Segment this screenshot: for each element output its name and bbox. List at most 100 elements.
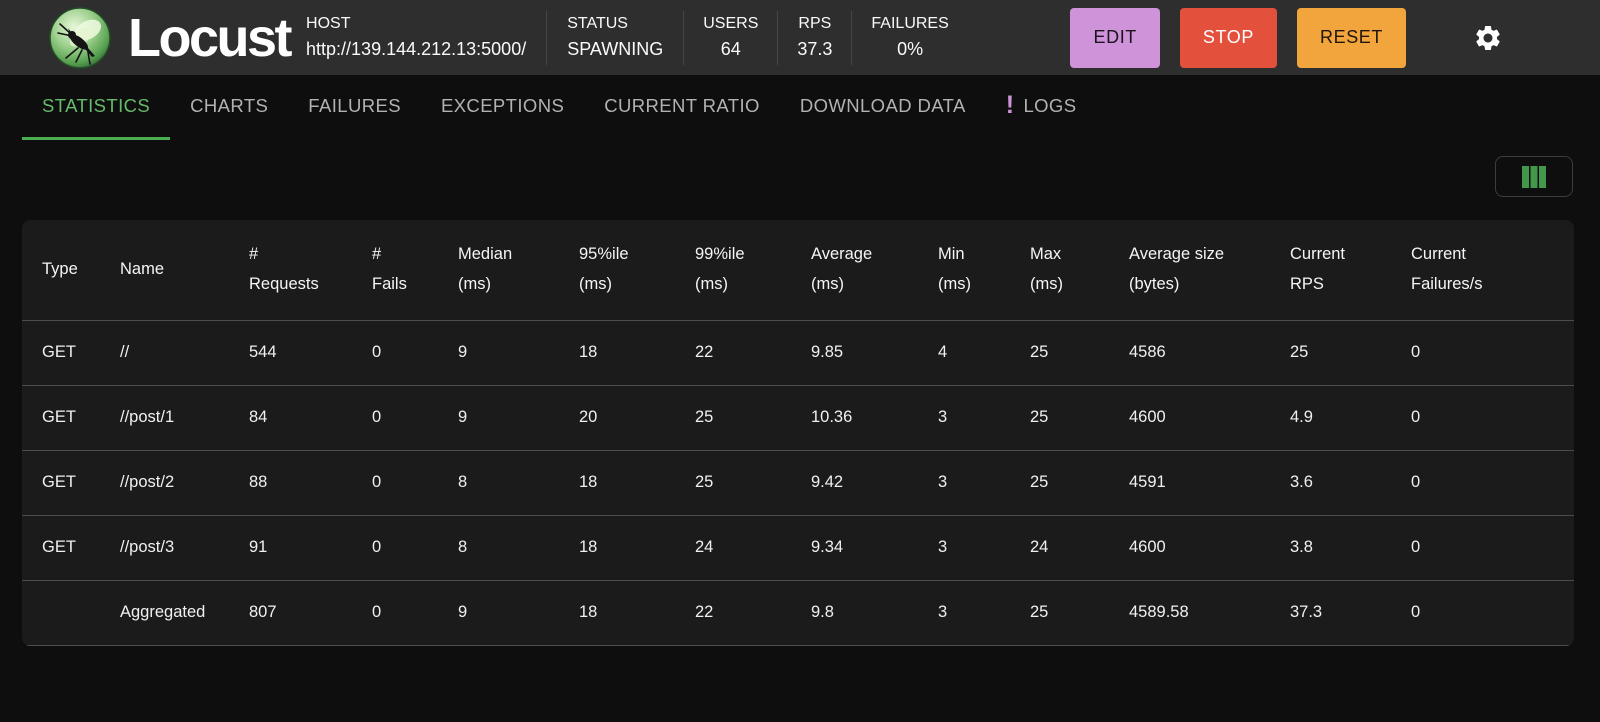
tab-download-data[interactable]: DOWNLOAD DATA	[780, 75, 986, 140]
stop-button[interactable]: STOP	[1179, 7, 1277, 68]
status-value: SPAWNING	[567, 39, 664, 59]
table-cell: 0	[1391, 384, 1574, 450]
table-cell: 9.34	[791, 514, 918, 580]
column-header[interactable]: # Requests	[249, 245, 319, 293]
table-cell: 37.3	[1270, 579, 1391, 646]
failures-label: FAILURES	[871, 15, 949, 32]
failures-block: FAILURES 0%	[852, 15, 967, 60]
tab-label: DOWNLOAD DATA	[799, 95, 966, 116]
tab-exceptions[interactable]: EXCEPTIONS	[421, 75, 584, 140]
rps-label: RPS	[798, 15, 832, 32]
table-cell: 18	[559, 319, 675, 385]
table-cell: //post/3	[100, 514, 229, 580]
locust-logo-icon	[49, 6, 111, 69]
table-cell: 3	[918, 514, 1010, 580]
rps-block: RPS 37.3	[778, 15, 851, 60]
tab-label: EXCEPTIONS	[440, 95, 565, 116]
table-cell: 4.9	[1270, 384, 1391, 450]
column-header[interactable]: Min (ms)	[938, 245, 971, 293]
users-block: USERS 64	[684, 15, 777, 60]
table-cell: 91	[229, 514, 352, 580]
table-cell: 807	[229, 579, 352, 646]
table-cell: 4586	[1109, 319, 1270, 385]
table-cell: 25	[1010, 319, 1109, 385]
app-title: Locust	[128, 7, 293, 68]
table-row: GET//post/1 84 0 9 20 25 10.36 3 25 4600 4.9 0	[22, 384, 1574, 450]
table-cell: 9	[438, 319, 559, 385]
reset-button[interactable]: RESET	[1296, 7, 1406, 68]
tab-bar: STATISTICS CHARTS FAILURES EXCEPTIONS CURREN…	[0, 75, 1600, 140]
table-cell: 0	[352, 514, 438, 580]
table-cell: 0	[1391, 579, 1574, 646]
table-cell: //post/2	[100, 449, 229, 515]
table-cell: 0	[1391, 319, 1574, 385]
table-cell: 84	[229, 384, 352, 450]
table-cell: 0	[352, 449, 438, 515]
table-row: GET//post/3 91 0 8 18 24 9.34 3 24 4600 3.8 0	[22, 514, 1574, 580]
column-header[interactable]: Median (ms)	[458, 245, 513, 293]
logs-alert-badge: !	[1005, 90, 1015, 119]
host-value: http://139.144.212.13:5000/	[306, 39, 527, 59]
tab-failures[interactable]: FAILURES	[288, 75, 421, 140]
home-logo-link[interactable]	[48, 6, 112, 70]
column-header[interactable]: Average (ms)	[811, 245, 873, 293]
table-header-row: Type Name # Requests # Fails Median (ms) 95%i…	[22, 220, 1574, 320]
tab-label: CHARTS	[190, 95, 269, 116]
column-header[interactable]: Average size (bytes)	[1129, 245, 1225, 293]
tab-charts[interactable]: CHARTS	[170, 75, 288, 140]
header-divider	[546, 10, 548, 65]
failures-value: 0%	[897, 39, 924, 59]
table-cell: //post/1	[100, 384, 229, 450]
column-header[interactable]: Type	[42, 259, 78, 278]
column-header[interactable]: Max (ms)	[1030, 245, 1063, 293]
table-cell: 4	[918, 319, 1010, 385]
app-header: Locust HOST http://139.144.212.13:5000/ …	[0, 0, 1600, 75]
table-cell: 18	[559, 514, 675, 580]
table-cell: 24	[675, 514, 791, 580]
tab-statistics[interactable]: STATISTICS	[22, 75, 171, 140]
gear-icon	[1476, 25, 1500, 50]
settings-button[interactable]	[1473, 23, 1503, 53]
tab-label: LOGS	[1023, 95, 1077, 116]
table-cell: 20	[559, 384, 675, 450]
header-divider	[777, 10, 779, 65]
table-cell: 25	[1010, 449, 1109, 515]
statistics-page: Type Name # Requests # Fails Median (ms) 95%i…	[0, 156, 1600, 646]
table-cell: 544	[229, 319, 352, 385]
column-header[interactable]: # Fails	[372, 245, 407, 293]
column-selector-button[interactable]	[1495, 156, 1573, 197]
table-cell: GET	[22, 384, 100, 450]
tab-current-ratio[interactable]: CURRENT RATIO	[584, 75, 780, 140]
statistics-table-card: Type Name # Requests # Fails Median (ms) 95%i…	[22, 220, 1574, 646]
table-cell: 22	[675, 319, 791, 385]
columns-icon	[1522, 165, 1546, 188]
column-header[interactable]: Name	[120, 259, 165, 278]
column-header[interactable]: Current Failures/s	[1411, 245, 1483, 293]
table-cell: 25	[1270, 319, 1391, 385]
column-header[interactable]: Current RPS	[1290, 245, 1346, 293]
table-cell: 4591	[1109, 449, 1270, 515]
table-cell: 0	[1391, 514, 1574, 580]
table-cell: 4600	[1109, 384, 1270, 450]
column-header[interactable]: 95%ile (ms)	[579, 245, 629, 293]
table-cell: 0	[352, 579, 438, 646]
edit-button[interactable]: EDIT	[1070, 7, 1160, 68]
table-cell: 25	[675, 384, 791, 450]
table-toolbar	[22, 156, 1573, 197]
column-header[interactable]: 99%ile (ms)	[695, 245, 745, 293]
table-cell: 9	[438, 384, 559, 450]
table-cell: GET	[22, 514, 100, 580]
table-cell: 88	[229, 449, 352, 515]
table-cell: GET	[22, 449, 100, 515]
users-count: 64	[720, 39, 741, 59]
tab-label: STATISTICS	[42, 95, 151, 116]
table-row: GET//544 0 9 18 22 9.85 4 25 4586 25 0	[22, 319, 1574, 385]
table-cell: 9.85	[791, 319, 918, 385]
table-cell	[22, 579, 100, 646]
tab-logs[interactable]: ! LOGS	[986, 75, 1097, 140]
table-cell: Aggregated	[100, 579, 229, 646]
table-cell: 3	[918, 579, 1010, 646]
table-cell: 9	[438, 579, 559, 646]
table-cell: 18	[559, 449, 675, 515]
table-cell: 9.8	[791, 579, 918, 646]
